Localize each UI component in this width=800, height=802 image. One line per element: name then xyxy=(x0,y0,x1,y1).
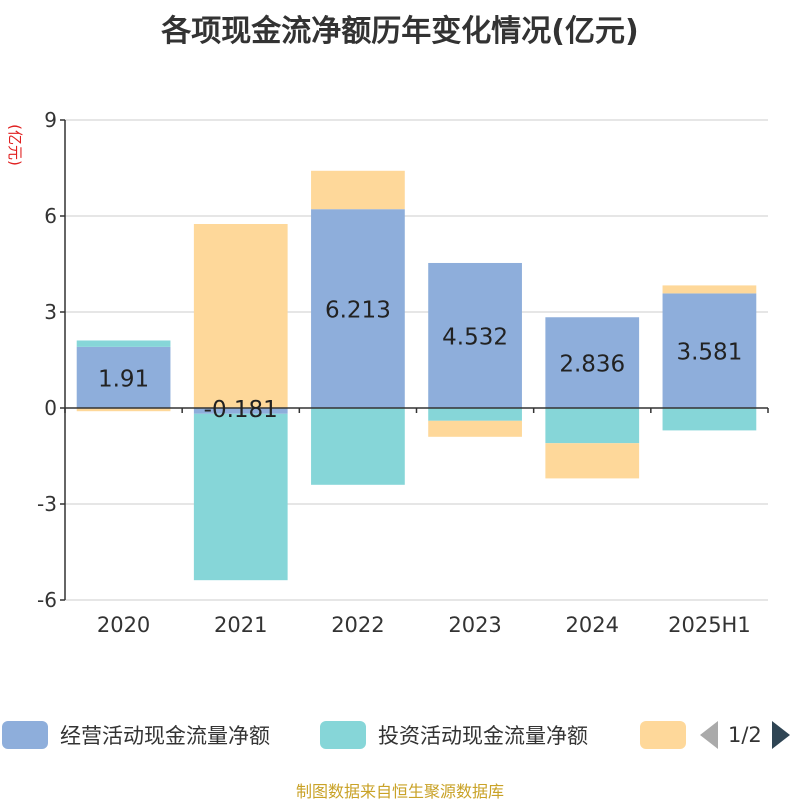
bar-investing-2020[interactable] xyxy=(76,340,171,347)
y-axis-label: (亿元) xyxy=(6,124,24,166)
y-tick-label: -3 xyxy=(37,492,57,516)
pager-prev-icon[interactable] xyxy=(700,721,718,749)
data-label-2022: 6.213 xyxy=(325,298,391,324)
x-tick-label: 2020 xyxy=(97,613,150,637)
bar-operating-2022[interactable] xyxy=(311,209,405,408)
bar-investing-2024[interactable] xyxy=(545,408,640,444)
data-label-2025H1: 3.581 xyxy=(676,340,742,366)
bar-operating-2025H1[interactable] xyxy=(662,293,757,408)
data-label-2024: 2.836 xyxy=(559,352,625,378)
chart-title: 各项现金流净额历年变化情况(亿元) xyxy=(161,14,639,49)
x-tick-label: 2023 xyxy=(448,613,501,637)
bar-operating-2023[interactable] xyxy=(428,262,522,408)
legend-label-operating: 经营活动现金流量净额 xyxy=(60,724,270,748)
bar-investing-2025H1[interactable] xyxy=(662,408,757,431)
bar-financing-2020[interactable] xyxy=(76,408,171,412)
data-label-2021: -0.181 xyxy=(204,397,278,423)
legend: 经营活动现金流量净额 投资活动现金流量净额 1/2 xyxy=(0,712,800,756)
x-tick-label: 2021 xyxy=(214,613,267,637)
source-note: 制图数据来自恒生聚源数据库 xyxy=(295,782,504,801)
bar-financing-2021[interactable] xyxy=(193,224,288,408)
legend-label-investing: 投资活动现金流量净额 xyxy=(378,724,588,748)
legend-swatch-investing xyxy=(320,721,366,749)
legend-item-operating[interactable]: 经营活动现金流量净额 xyxy=(2,720,270,750)
y-tick-label: -6 xyxy=(37,588,57,612)
bar-operating-2020[interactable] xyxy=(76,346,171,408)
bar-financing-2025H1[interactable] xyxy=(662,285,757,294)
legend-page-indicator: 1/2 xyxy=(728,723,762,747)
y-tick-label: 3 xyxy=(44,300,57,324)
legend-pager: 1/2 xyxy=(700,720,790,750)
y-tick-label: 9 xyxy=(44,108,57,132)
bar-layer xyxy=(76,170,757,581)
bar-financing-2023[interactable] xyxy=(428,420,522,437)
bar-investing-2021[interactable] xyxy=(193,413,288,581)
bar-operating-2021[interactable] xyxy=(193,408,288,414)
y-tick-label: 6 xyxy=(44,204,57,228)
legend-item-investing[interactable]: 投资活动现金流量净额 xyxy=(320,720,588,750)
x-tick-label: 2025H1 xyxy=(668,613,751,637)
data-label-2020: 1.91 xyxy=(98,366,149,392)
bar-operating-2024[interactable] xyxy=(545,317,640,408)
label-layer: -6 -3 0 3 6 9 1.91 2020 -0.181 2021 6.213 2022 4.532… xyxy=(37,108,751,637)
bar-investing-2022[interactable] xyxy=(311,408,405,485)
grid-layer xyxy=(65,119,768,601)
pager-next-icon[interactable] xyxy=(771,721,790,749)
legend-swatch-operating xyxy=(2,721,48,749)
x-tick-label: 2024 xyxy=(566,613,619,637)
axis-layer xyxy=(60,119,769,601)
x-tick-label: 2022 xyxy=(331,613,384,637)
data-label-2023: 4.532 xyxy=(442,324,508,350)
bar-financing-2024[interactable] xyxy=(545,443,640,479)
bar-investing-2023[interactable] xyxy=(428,408,522,421)
bar-financing-2022[interactable] xyxy=(311,170,405,210)
legend-item-financing[interactable] xyxy=(640,720,698,750)
legend-swatch-financing xyxy=(640,721,686,749)
y-tick-label: 0 xyxy=(44,396,57,420)
